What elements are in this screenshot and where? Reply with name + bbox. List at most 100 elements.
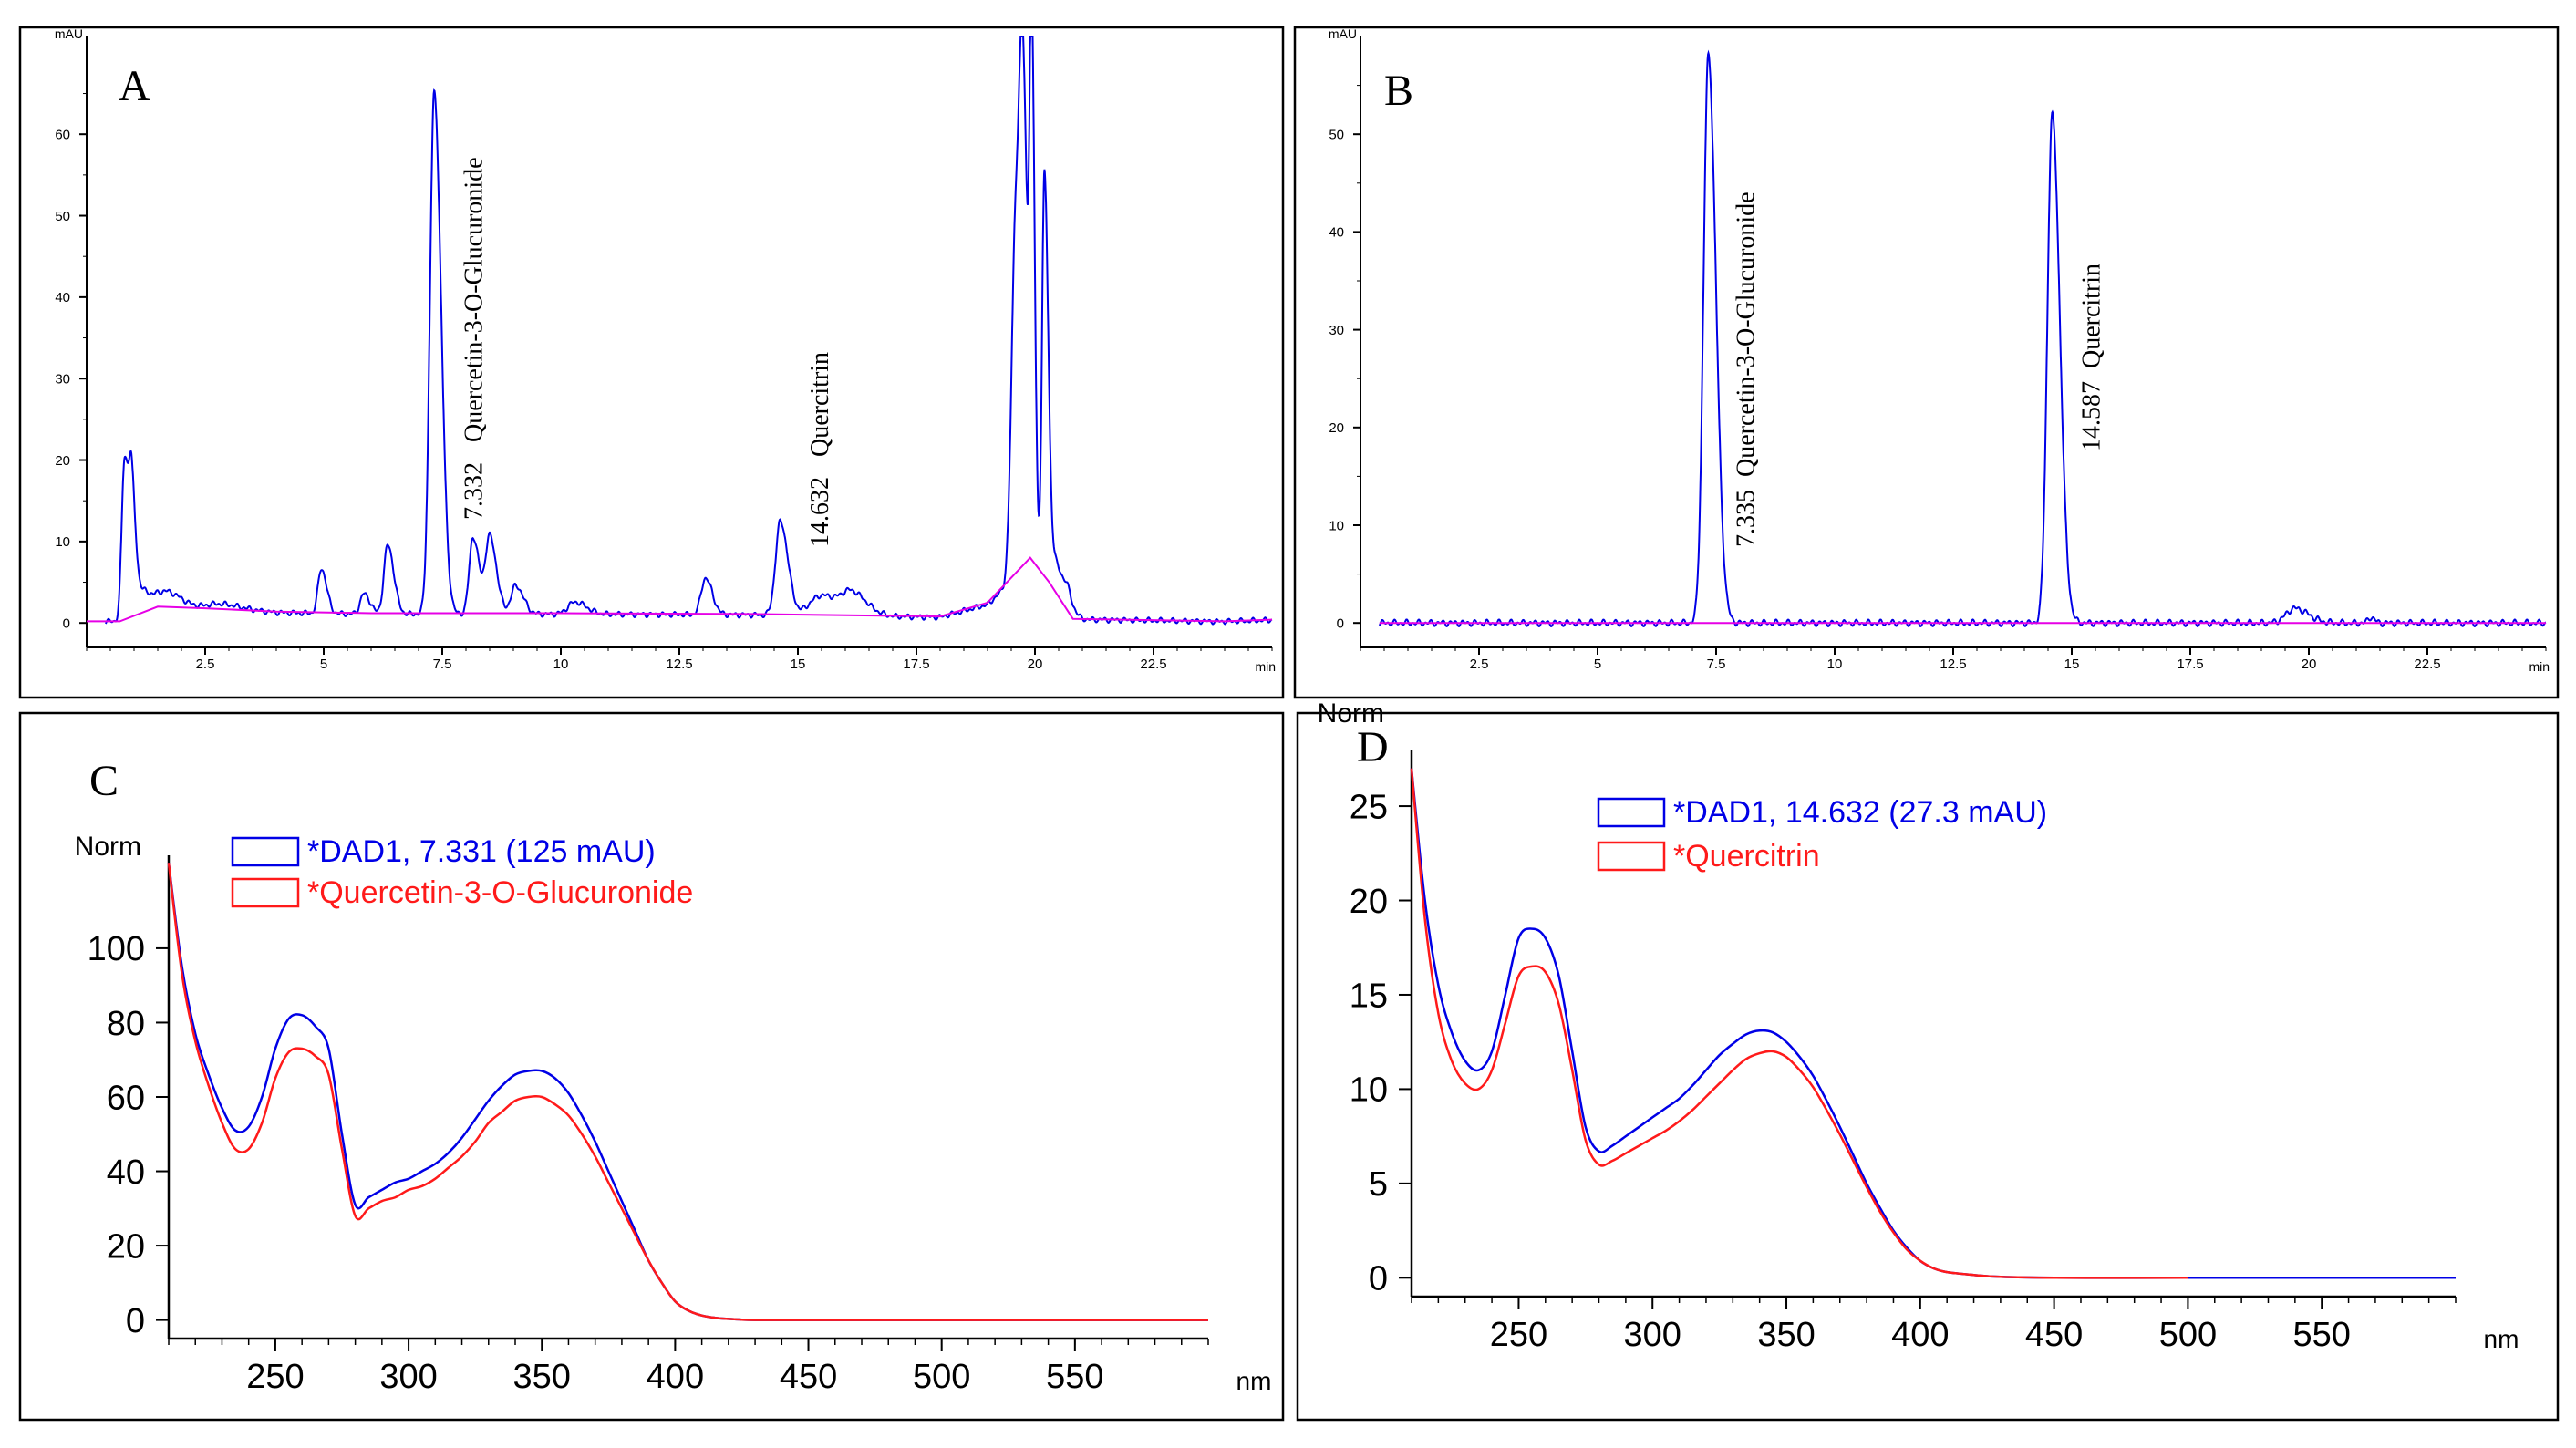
x-tick-label: 17.5	[2177, 657, 2203, 672]
y-tick-label: 30	[1329, 323, 1344, 338]
legend-swatch	[231, 836, 300, 867]
x-tick-label: 5	[320, 657, 327, 672]
peak-retention-time: 7.335	[1732, 490, 1760, 547]
x-tick-label: 300	[379, 1358, 437, 1396]
x-axis-unit: min	[1255, 659, 1276, 674]
y-tick-label: 10	[1350, 1071, 1388, 1110]
panel-a-chromatogram: 0 10 20 30 40 50 60 2.5 5 7.5 10 12.5 15 17.5 20 22.5 mA…	[18, 26, 1285, 699]
y-axis-unit: mAU	[55, 26, 83, 41]
peak-annotation: 14.632 Quercitrin	[806, 352, 834, 547]
spectrum-series-reference	[167, 863, 1208, 1321]
peak-retention-time: 14.632	[806, 477, 834, 547]
y-tick-label: 40	[107, 1153, 145, 1192]
peak-annotation: 14.587 Quercitrin	[2078, 264, 2106, 451]
x-tick-label: 2.5	[196, 657, 215, 672]
spectrum-series-reference	[1410, 768, 2188, 1279]
x-tick-label: 7.5	[1707, 657, 1726, 672]
panel-d-spectrum: 0 5 10 15 20 25 250 300 350 400 450 500 550 Norm nm *DA…	[1296, 698, 2560, 1422]
peak-retention-time: 14.587	[2078, 381, 2106, 451]
x-tick-label: 500	[2159, 1316, 2217, 1354]
peak-annotation: 7.335 Quercetin-3-O-Glucuronide	[1732, 191, 1760, 547]
x-tick-label: 17.5	[903, 657, 929, 672]
y-tick-label: 20	[1350, 883, 1388, 921]
x-tick-label: 350	[1757, 1316, 1815, 1354]
legend-entry: *DAD1, 7.331 (125 mAU)	[307, 834, 656, 869]
x-tick-label: 10	[1827, 657, 1843, 672]
panel-b-border	[1293, 26, 2560, 699]
y-axis-unit: Norm	[1318, 698, 1384, 729]
y-tick-label: 10	[1329, 518, 1344, 533]
x-tick-label: 350	[513, 1358, 571, 1396]
panel-c-label: C	[89, 757, 119, 805]
panel-b-label: B	[1384, 67, 1413, 115]
legend-swatch	[1597, 797, 1666, 828]
x-axis-unit: nm	[2484, 1325, 2519, 1353]
y-tick-label: 15	[1350, 977, 1388, 1015]
x-tick-label: 5	[1594, 657, 1601, 672]
panel-d-label: D	[1357, 723, 1389, 771]
legend-swatch	[1597, 841, 1666, 872]
x-tick-label: 250	[1490, 1316, 1547, 1354]
x-axis-unit: min	[2529, 659, 2550, 674]
y-tick-label: 20	[55, 453, 70, 469]
y-tick-label: 60	[107, 1079, 145, 1117]
y-tick-label: 5	[1369, 1165, 1388, 1204]
peak-retention-time: 7.332	[460, 462, 488, 520]
y-tick-label: 0	[1369, 1260, 1388, 1298]
x-tick-label: 22.5	[1140, 657, 1166, 672]
x-tick-label: 400	[1891, 1316, 1949, 1354]
x-tick-label: 2.5	[1470, 657, 1489, 672]
x-tick-label: 15	[791, 657, 806, 672]
panel-b-plot: 0 10 20 30 40 50 2.5 5 7.5 10 12.5 15 17.5 20 22.5 mAU m…	[1329, 26, 2550, 674]
x-tick-label: 550	[2293, 1316, 2351, 1354]
panel-a-plot: 0 10 20 30 40 50 60 2.5 5 7.5 10 12.5 15 17.5 20 22.5 mA…	[55, 26, 1276, 674]
y-tick-label: 0	[126, 1302, 145, 1340]
y-tick-label: 20	[1329, 420, 1344, 436]
peak-annotation: 7.332 Quercetin-3-O-Glucuronide	[460, 157, 488, 520]
integration-baseline	[87, 556, 1273, 623]
y-tick-label: 50	[55, 209, 70, 224]
y-tick-label: 0	[63, 615, 70, 631]
y-tick-label: 80	[107, 1005, 145, 1043]
panel-a-label: A	[119, 62, 150, 110]
y-tick-label: 30	[55, 371, 70, 387]
y-tick-label: 40	[1329, 225, 1344, 241]
y-tick-label: 40	[55, 290, 70, 305]
x-tick-label: 7.5	[433, 657, 452, 672]
x-tick-label: 10	[553, 657, 569, 672]
y-axis-unit: Norm	[75, 832, 141, 862]
y-tick-label: 10	[55, 534, 70, 550]
panel-d-border	[1296, 711, 2560, 1422]
x-tick-label: 400	[647, 1358, 704, 1396]
panel-a-border	[18, 26, 1285, 699]
peak-compound-name: Quercitrin	[806, 352, 834, 457]
x-axis-unit: nm	[1236, 1367, 1272, 1395]
panel-b-chromatogram: 0 10 20 30 40 50 2.5 5 7.5 10 12.5 15 17.5 20 22.5 mAU m…	[1293, 26, 2560, 699]
panel-c-border	[18, 711, 1285, 1422]
x-tick-label: 20	[1028, 657, 1043, 672]
legend-swatch	[231, 877, 300, 908]
y-tick-label: 0	[1337, 615, 1344, 631]
y-tick-label: 50	[1329, 127, 1344, 142]
panel-c-plot: 0 20 40 60 80 100 250 300 350 400 450 500 550 Norm nm *…	[75, 832, 1272, 1396]
panel-c-spectrum: 0 20 40 60 80 100 250 300 350 400 450 500 550 Norm nm *…	[18, 711, 1285, 1422]
x-tick-label: 15	[2064, 657, 2080, 672]
legend-entry: *DAD1, 14.632 (27.3 mAU)	[1673, 795, 2047, 830]
peak-compound-name: Quercetin-3-O-Glucuronide	[1732, 191, 1760, 477]
x-tick-label: 12.5	[666, 657, 692, 672]
legend-entry: *Quercitrin	[1673, 839, 1820, 874]
x-tick-label: 20	[2302, 657, 2317, 672]
x-tick-label: 550	[1046, 1358, 1103, 1396]
x-tick-label: 450	[780, 1358, 837, 1396]
x-tick-label: 250	[246, 1358, 304, 1396]
legend-entry: *Quercetin-3-O-Glucuronide	[307, 875, 693, 910]
x-tick-label: 500	[913, 1358, 970, 1396]
peak-compound-name: Quercitrin	[2078, 264, 2106, 368]
panel-d-plot: 0 5 10 15 20 25 250 300 350 400 450 500 550 Norm nm *DA…	[1318, 698, 2519, 1354]
x-tick-label: 22.5	[2414, 657, 2440, 672]
y-tick-label: 25	[1350, 788, 1388, 826]
x-tick-label: 12.5	[1940, 657, 1966, 672]
x-tick-label: 450	[2025, 1316, 2083, 1354]
y-tick-label: 100	[88, 930, 145, 968]
